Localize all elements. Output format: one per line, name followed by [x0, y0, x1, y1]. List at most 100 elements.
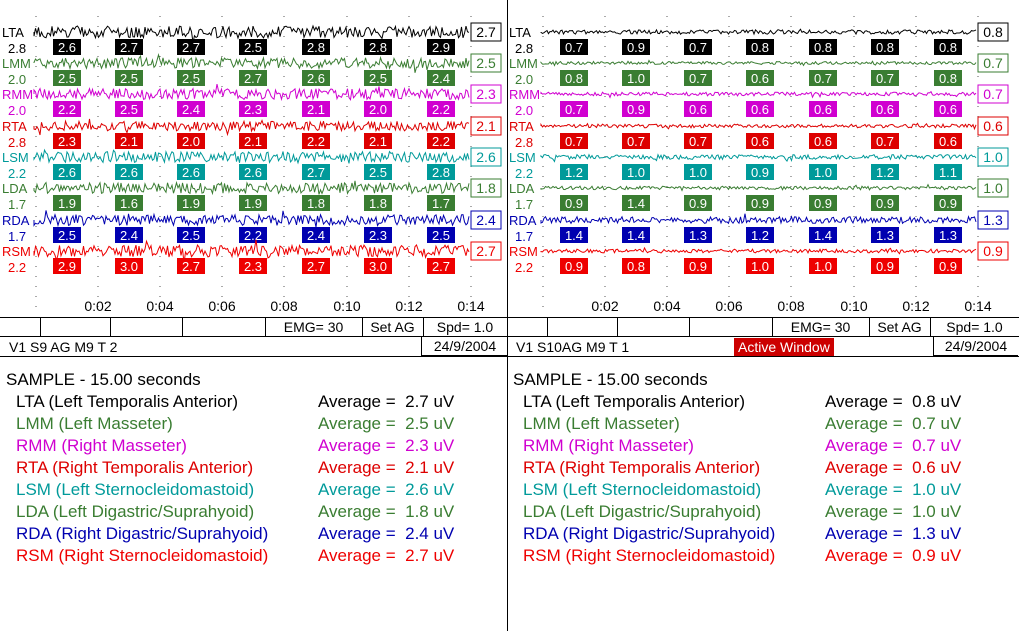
emg-panel-right[interactable]: LTA 2.8 0.7 0.9 0.7 0.8 0.8 0.8 0.8 0.8 LMM 2.0 0.8 1… — [507, 0, 1019, 631]
window-value-box: 1.9 — [177, 195, 205, 211]
svg-text:2.7: 2.7 — [307, 259, 325, 274]
window-value-box: 0.6 — [746, 133, 774, 149]
svg-text:0.9: 0.9 — [751, 165, 769, 180]
svg-text:0.9: 0.9 — [939, 259, 957, 274]
channel-label: RMM — [509, 87, 540, 102]
svg-text:0.8: 0.8 — [939, 71, 957, 86]
channel-label: RSM — [2, 244, 31, 259]
speed-setting[interactable]: Spd= 1.0 — [946, 319, 1003, 335]
recording-date: 24/9/2004 — [933, 336, 1018, 356]
channel-label: LMM — [509, 56, 538, 71]
channel-average-box: 2.7 — [470, 241, 502, 261]
muscle-average: Average = 2.3 uV — [318, 436, 455, 455]
window-value-box: 0.9 — [746, 164, 774, 180]
channel-scale-label: 2.2 — [515, 260, 533, 275]
window-value-box: 0.8 — [871, 39, 899, 55]
svg-text:2.7: 2.7 — [307, 165, 325, 180]
svg-text:1.0: 1.0 — [983, 180, 1003, 196]
svg-text:1.2: 1.2 — [751, 228, 769, 243]
window-value-box: 2.7 — [302, 164, 330, 180]
window-value-box: 2.5 — [115, 70, 143, 86]
emg-panel-left[interactable]: LTA 2.8 2.6 2.7 2.7 2.5 2.8 2.8 2.9 2.7 LMM 2.0 2.5 2… — [0, 0, 508, 631]
svg-text:2.5: 2.5 — [120, 71, 138, 86]
muscle-name: RSM (Right Sternocleidomastoid) — [16, 546, 269, 565]
window-value-box: 0.9 — [622, 39, 650, 55]
svg-text:2.9: 2.9 — [58, 259, 76, 274]
svg-text:1.3: 1.3 — [939, 228, 957, 243]
window-value-box: 0.7 — [560, 39, 588, 55]
window-value-box: 2.6 — [53, 39, 81, 55]
svg-text:0.6: 0.6 — [689, 102, 707, 117]
window-value-box: 0.6 — [809, 133, 837, 149]
set-ag-button[interactable]: Set AG — [362, 318, 424, 336]
window-value-box: 0.9 — [684, 258, 712, 274]
svg-text:0.9: 0.9 — [876, 196, 894, 211]
channel-average-box: 2.3 — [470, 84, 502, 104]
window-value-box: 2.8 — [364, 39, 392, 55]
speed-setting[interactable]: Spd= 1.0 — [436, 319, 494, 335]
waveform-lta — [540, 28, 977, 36]
muscle-name: RSM (Right Sternocleidomastoid) — [523, 546, 776, 565]
window-value-box: 1.2 — [871, 164, 899, 180]
muscle-average: Average = 2.7 uV — [318, 392, 455, 411]
window-value-box: 1.9 — [53, 195, 81, 211]
channel-scale-label: 2.2 — [515, 166, 533, 181]
window-value-box: 1.8 — [364, 195, 392, 211]
waveform-lda — [540, 183, 977, 192]
window-value-box: 1.7 — [427, 195, 455, 211]
svg-text:1.9: 1.9 — [182, 196, 200, 211]
window-value-box: 1.8 — [302, 195, 330, 211]
muscle-average: Average = 2.5 uV — [318, 414, 455, 433]
emg-setting[interactable]: EMG= 30 — [265, 318, 363, 336]
muscle-name: LDA (Left Digastric/Suprahyoid) — [523, 502, 762, 521]
window-value-box: 1.1 — [934, 164, 962, 180]
svg-text:1.8: 1.8 — [476, 180, 496, 196]
svg-text:0.8: 0.8 — [983, 24, 1003, 40]
svg-text:0.6: 0.6 — [751, 102, 769, 117]
svg-text:0.7: 0.7 — [983, 55, 1003, 71]
set-ag-button[interactable]: Set AG — [869, 318, 931, 336]
svg-text:2.1: 2.1 — [307, 102, 325, 117]
window-value-box: 1.6 — [115, 195, 143, 211]
waveform-lda — [33, 180, 470, 196]
emg-setting[interactable]: EMG= 30 — [772, 318, 870, 336]
svg-text:2.5: 2.5 — [182, 71, 200, 86]
window-value-box: 2.5 — [177, 227, 205, 243]
svg-text:3.0: 3.0 — [369, 259, 387, 274]
window-value-box: 0.7 — [684, 39, 712, 55]
svg-text:2.1: 2.1 — [120, 134, 138, 149]
muscle-name: RTA (Right Temporalis Anterior) — [523, 458, 761, 477]
channel-label: LTA — [509, 25, 531, 40]
window-value-box: 2.5 — [53, 227, 81, 243]
window-value-box: 2.6 — [115, 164, 143, 180]
svg-text:2.5: 2.5 — [369, 165, 387, 180]
channel-scale-label: 2.8 — [515, 41, 533, 56]
muscle-average: Average = 2.1 uV — [318, 458, 455, 477]
channel-average-box: 1.0 — [977, 147, 1009, 167]
muscle-name: RDA (Right Digastric/Suprahyoid) — [16, 524, 269, 543]
svg-text:0.8: 0.8 — [814, 40, 832, 55]
waveform-rta — [33, 118, 470, 137]
svg-text:0.8: 0.8 — [876, 40, 894, 55]
window-value-box: 0.7 — [560, 101, 588, 117]
svg-text:0.6: 0.6 — [814, 134, 832, 149]
svg-text:2.4: 2.4 — [476, 212, 496, 228]
channel-label: RSM — [509, 244, 538, 259]
status-cell-empty — [0, 318, 41, 336]
waveform-rmm — [540, 90, 977, 99]
window-value-box: 0.8 — [622, 258, 650, 274]
svg-text:0.8: 0.8 — [627, 259, 645, 274]
window-value-box: 1.4 — [622, 195, 650, 211]
window-value-box: 2.1 — [302, 101, 330, 117]
channel-average-box: 2.6 — [470, 147, 502, 167]
window-value-box: 2.7 — [239, 70, 267, 86]
svg-text:2.5: 2.5 — [182, 228, 200, 243]
svg-text:2.5: 2.5 — [369, 71, 387, 86]
svg-text:2.6: 2.6 — [182, 165, 200, 180]
window-value-box: 2.0 — [177, 133, 205, 149]
channel-average-box: 1.8 — [470, 178, 502, 198]
svg-text:2.0: 2.0 — [369, 102, 387, 117]
time-tick-label: 0:08 — [270, 298, 297, 314]
channel-average-box: 2.7 — [470, 22, 502, 42]
